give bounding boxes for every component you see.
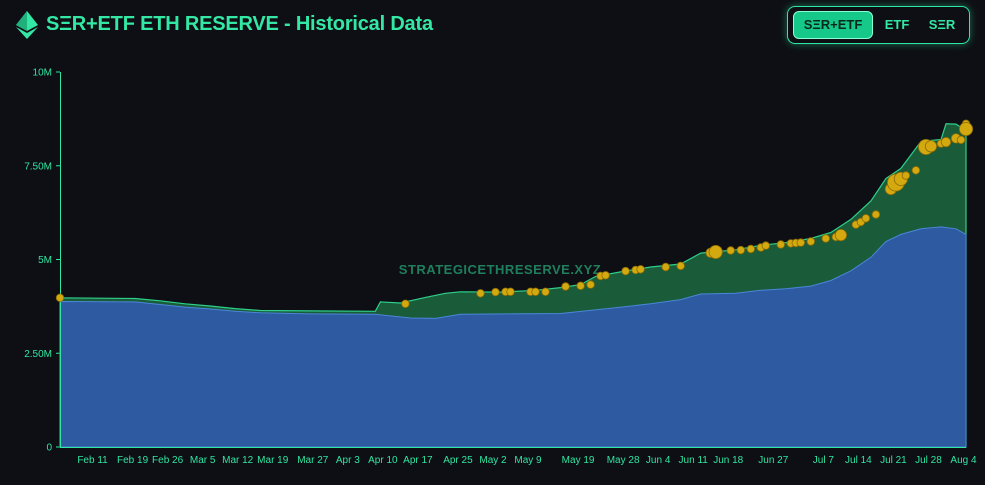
x-tick-label: Mar 12 xyxy=(222,455,254,466)
purchase-point[interactable] xyxy=(708,244,723,260)
purchase-point[interactable] xyxy=(806,237,815,246)
data-points xyxy=(55,119,974,308)
x-tick-label: May 2 xyxy=(479,455,507,466)
x-axis: Feb 11 Feb 19 Feb 26 Mar 5 Mar 12 Mar 19 Mar 2… xyxy=(77,455,977,466)
purchase-point[interactable] xyxy=(776,240,785,249)
purchase-point[interactable] xyxy=(586,280,595,289)
purchase-point[interactable] xyxy=(541,287,550,296)
dataset-toggle: SΞR+ETF ETF SΞR xyxy=(787,6,970,44)
purchase-point[interactable] xyxy=(746,244,755,254)
etf-area xyxy=(59,226,967,448)
purchase-point[interactable] xyxy=(531,287,540,296)
x-tick-label: Feb 11 xyxy=(77,455,108,466)
x-tick-label: Jul 7 xyxy=(813,455,835,466)
x-tick-label: Apr 25 xyxy=(443,455,473,466)
purchase-point[interactable] xyxy=(601,271,610,280)
purchase-point[interactable] xyxy=(924,140,938,153)
x-tick-label: May 19 xyxy=(562,455,595,466)
purchase-point[interactable] xyxy=(821,234,830,243)
y-tick-label: 7.50M xyxy=(24,161,52,172)
purchase-point[interactable] xyxy=(55,293,65,302)
purchase-point[interactable] xyxy=(834,229,848,242)
x-tick-label: Mar 5 xyxy=(190,455,216,466)
x-tick-label: Aug 4 xyxy=(950,455,977,466)
purchase-point[interactable] xyxy=(576,281,585,290)
y-tick-label: 10M xyxy=(33,68,52,79)
x-tick-label: May 28 xyxy=(607,455,640,466)
purchase-point[interactable] xyxy=(940,136,952,148)
purchase-point[interactable] xyxy=(726,246,735,255)
y-tick-label: 5M xyxy=(38,255,52,266)
page-title: SΞR+ETF ETH RESERVE - Historical Data xyxy=(46,13,433,35)
x-tick-label: Jun 18 xyxy=(713,455,743,466)
purchase-point[interactable] xyxy=(861,214,871,223)
x-tick-label: Mar 19 xyxy=(257,455,289,466)
x-tick-label: Feb 19 xyxy=(117,455,149,466)
x-tick-label: Apr 3 xyxy=(336,455,360,466)
purchase-point[interactable] xyxy=(901,171,911,180)
ethereum-diamond-icon xyxy=(16,11,38,39)
purchase-point[interactable] xyxy=(491,287,500,297)
chart-header: SΞR+ETF ETH RESERVE - Historical Data SΞ… xyxy=(0,0,985,60)
purchase-point[interactable] xyxy=(871,210,881,219)
toggle-ser-etf-button[interactable]: SΞR+ETF xyxy=(793,11,873,39)
y-tick-label: 2.50M xyxy=(24,349,52,360)
purchase-point[interactable] xyxy=(911,166,921,175)
purchase-point[interactable] xyxy=(506,287,515,296)
purchase-point[interactable] xyxy=(401,299,410,308)
purchase-point[interactable] xyxy=(958,121,974,137)
purchase-point[interactable] xyxy=(796,238,805,247)
watermark: STRATEGICETHRESERVE.XYZ xyxy=(399,262,601,277)
purchase-point[interactable] xyxy=(636,265,645,274)
x-tick-label: May 9 xyxy=(514,455,542,466)
purchase-point[interactable] xyxy=(761,241,770,250)
x-tick-label: Feb 26 xyxy=(152,455,184,466)
x-tick-label: Jul 21 xyxy=(880,455,907,466)
toggle-etf-button[interactable]: ETF xyxy=(884,17,910,32)
purchase-point[interactable] xyxy=(676,261,685,271)
x-tick-label: Apr 17 xyxy=(403,455,433,466)
purchase-point[interactable] xyxy=(621,266,630,276)
y-tick-label: 0 xyxy=(46,443,52,454)
x-tick-label: Jun 4 xyxy=(646,455,671,466)
purchase-point[interactable] xyxy=(956,135,966,145)
toggle-ser-button[interactable]: SΞR xyxy=(928,17,956,32)
x-tick-label: Jul 14 xyxy=(845,455,872,466)
purchase-point[interactable] xyxy=(736,245,745,255)
y-axis: 0 2.50M 5M 7.50M 10M xyxy=(24,68,60,454)
purchase-point[interactable] xyxy=(661,262,670,272)
x-tick-label: Jun 27 xyxy=(758,455,788,466)
x-tick-label: Jun 11 xyxy=(679,455,709,466)
purchase-point[interactable] xyxy=(476,289,485,298)
x-tick-label: Mar 27 xyxy=(297,455,329,466)
purchase-point[interactable] xyxy=(561,282,570,291)
x-tick-label: Jul 28 xyxy=(915,455,942,466)
x-tick-label: Apr 10 xyxy=(368,455,398,466)
